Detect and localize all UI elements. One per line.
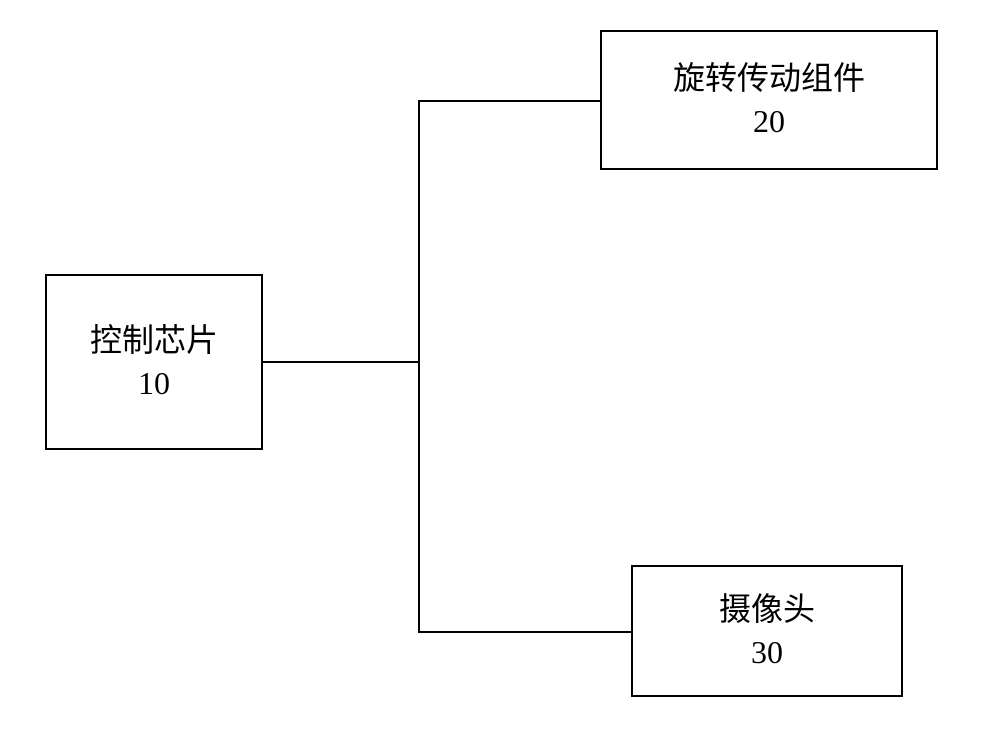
node-camera-number: 30 (751, 631, 783, 674)
diagram-canvas: 控制芯片 10 旋转传动组件 20 摄像头 30 (0, 0, 1000, 736)
node-control-chip-title: 控制芯片 (90, 319, 218, 362)
edge-stub-from-control-chip (263, 361, 420, 363)
edge-horizontal-to-rotary (418, 100, 600, 102)
node-rotary-drive-number: 20 (753, 100, 785, 143)
edge-vertical-to-camera (418, 363, 420, 633)
node-rotary-drive-title: 旋转传动组件 (673, 57, 865, 100)
edge-vertical-to-rotary (418, 100, 420, 363)
node-camera-title: 摄像头 (719, 588, 815, 631)
node-control-chip: 控制芯片 10 (45, 274, 263, 450)
node-camera: 摄像头 30 (631, 565, 903, 697)
node-rotary-drive: 旋转传动组件 20 (600, 30, 938, 170)
node-control-chip-number: 10 (138, 362, 170, 405)
edge-horizontal-to-camera (418, 631, 631, 633)
